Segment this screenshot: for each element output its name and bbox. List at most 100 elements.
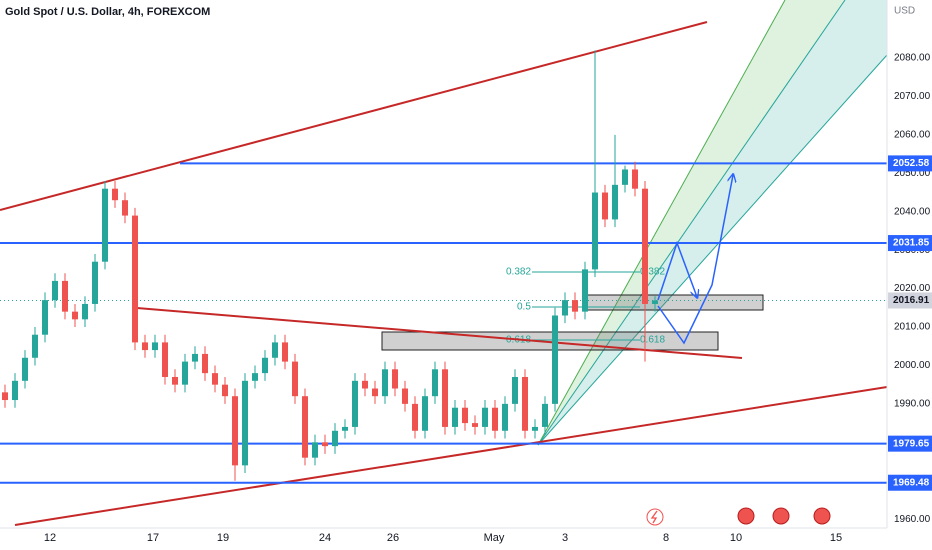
- last-price-label: 2016.91: [893, 295, 930, 306]
- candle-body: [92, 261, 98, 304]
- candle-body: [12, 380, 18, 401]
- x-tick-label: 10: [730, 532, 742, 544]
- y-tick-label: 2080.00: [894, 53, 931, 64]
- candle-body: [632, 169, 638, 189]
- candle-body: [162, 342, 168, 377]
- candle-body: [262, 357, 268, 374]
- last-price-tag: [888, 292, 932, 309]
- candle-body: [502, 403, 508, 431]
- candle-body: [412, 403, 418, 431]
- candle-body: [642, 188, 648, 304]
- zone-box: [381, 331, 719, 351]
- candle-body: [212, 373, 218, 385]
- candle-body: [472, 423, 478, 427]
- candle-body: [332, 430, 338, 447]
- candle-body: [232, 396, 238, 466]
- y-tick-label: 2050.00: [894, 168, 931, 179]
- candle-body: [352, 380, 358, 427]
- x-tick-label: 15: [830, 532, 842, 544]
- level-tag: [888, 235, 932, 252]
- x-tick-label: May: [484, 532, 505, 544]
- x-tick-label: 24: [319, 532, 331, 544]
- x-tick-label: 8: [663, 532, 669, 544]
- event-icon: [813, 507, 831, 525]
- candle-body: [442, 369, 448, 427]
- candle-body: [322, 442, 328, 447]
- candle-body: [392, 369, 398, 389]
- candle-body: [342, 426, 348, 431]
- candle-body: [292, 361, 298, 397]
- level-label: 2031.85: [893, 238, 930, 249]
- level-label: 1979.65: [893, 438, 930, 449]
- y-tick-label: 2070.00: [894, 91, 931, 102]
- chart-title: Gold Spot / U.S. Dollar, 4h, FOREXCOM: [5, 6, 210, 18]
- trend-line: [136, 307, 743, 359]
- event-icon: [646, 508, 664, 526]
- price-axis: 1960.001970.001980.001990.002000.002010.…: [44, 53, 932, 544]
- candle-body: [552, 315, 558, 404]
- fan-zone: [538, 0, 887, 445]
- candle-body: [2, 392, 8, 401]
- candle-body: [22, 357, 28, 381]
- candle-body: [282, 342, 288, 362]
- x-tick-label: 12: [44, 532, 56, 544]
- candle-body: [272, 342, 278, 358]
- candle-body: [182, 361, 188, 385]
- fib-label: 0.618: [640, 335, 665, 346]
- x-tick-label: 26: [387, 532, 399, 544]
- candle-body: [302, 396, 308, 458]
- level-tag: [888, 435, 932, 452]
- candle-body: [602, 192, 608, 220]
- candle-body: [562, 300, 568, 316]
- fan-line: [537, 54, 888, 446]
- y-tick-label: 2010.00: [894, 322, 931, 333]
- y-tick-label: 1990.00: [894, 399, 931, 410]
- y-tick-label: 2020.00: [894, 283, 931, 294]
- candle-body: [102, 188, 108, 262]
- candle-body: [592, 192, 598, 270]
- candle-body: [462, 407, 468, 424]
- candle-body: [252, 373, 258, 381]
- candle-body: [542, 403, 548, 427]
- candle-body: [482, 407, 488, 427]
- candle-body: [612, 184, 618, 220]
- candle-body: [452, 407, 458, 427]
- candle-body: [312, 442, 318, 458]
- y-tick-label: 2060.00: [894, 130, 931, 141]
- candle-body: [422, 396, 428, 431]
- candle-body: [122, 200, 128, 216]
- candle-body: [622, 169, 628, 185]
- fib-fan: [537, 0, 888, 446]
- fan-line: [537, 0, 846, 446]
- candle-body: [372, 388, 378, 397]
- candle-body: [362, 380, 368, 389]
- candle-body: [32, 334, 38, 358]
- candle-body: [492, 407, 498, 431]
- candle-body: [652, 300, 658, 304]
- candle-body: [72, 311, 78, 320]
- level-tag: [888, 474, 932, 491]
- candle-body: [142, 342, 148, 351]
- candle-body: [572, 300, 578, 312]
- candle-body: [172, 376, 178, 385]
- candle-body: [532, 426, 538, 431]
- event-icon: [772, 507, 790, 525]
- x-tick-label: 3: [562, 532, 568, 544]
- event-icon: [650, 510, 658, 524]
- fan-line: [537, 0, 786, 446]
- event-icons: [646, 507, 831, 526]
- zone-box: [582, 294, 764, 311]
- x-tick-label: 19: [217, 532, 229, 544]
- candle-body: [432, 369, 438, 397]
- candle-body: [192, 353, 198, 362]
- y-tick-label: 1960.00: [894, 514, 931, 525]
- candle-body: [512, 376, 518, 404]
- fib-label: 0.5: [517, 302, 531, 313]
- fib-label: 0.382: [506, 267, 531, 278]
- candle-body: [42, 300, 48, 335]
- trend-line: [14, 386, 888, 526]
- candle-body: [52, 280, 58, 301]
- y-tick-label: 2000.00: [894, 360, 931, 371]
